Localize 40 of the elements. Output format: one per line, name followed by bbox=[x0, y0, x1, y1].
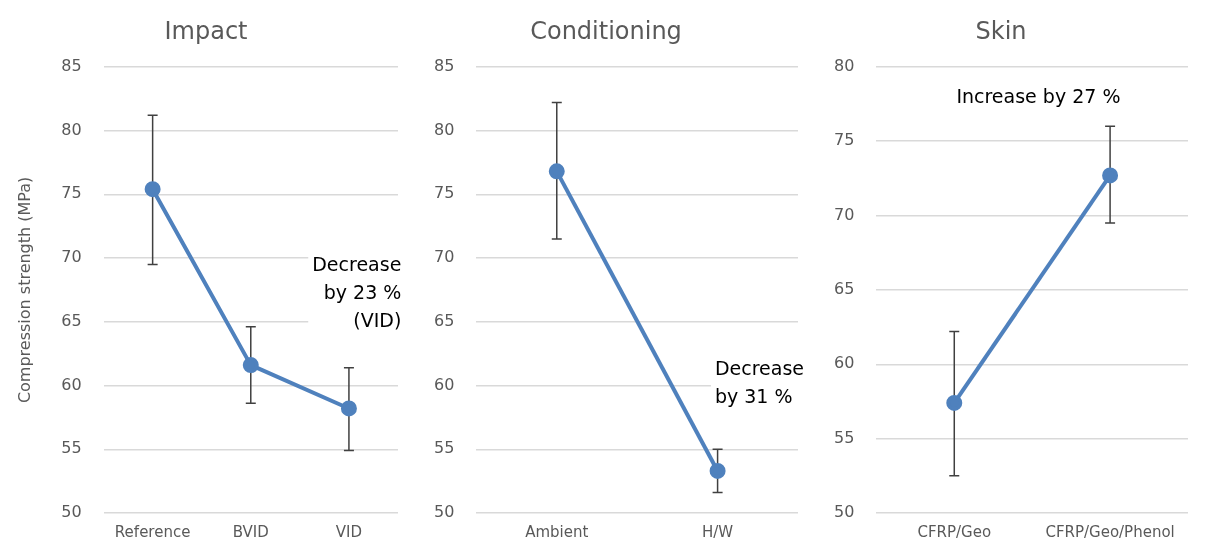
y-tick-label: 50 bbox=[434, 502, 455, 522]
y-tick-label: 50 bbox=[834, 502, 855, 522]
x-tick-label: CFRP/Geo bbox=[917, 522, 992, 541]
x-tick-label: CFRP/Geo/Phenol bbox=[1045, 522, 1175, 541]
x-tick-label: Reference bbox=[114, 522, 191, 541]
x-tick-label: VID bbox=[335, 522, 363, 541]
x-tick-label: BVID bbox=[232, 522, 269, 541]
y-tick-label: 70 bbox=[834, 204, 855, 224]
y-tick-label: 55 bbox=[434, 438, 455, 458]
y-tick-label: 65 bbox=[434, 310, 455, 330]
point bbox=[242, 357, 259, 374]
chart-title: Impact bbox=[164, 16, 248, 45]
y-tick-label: 70 bbox=[434, 247, 455, 267]
y-tick-label: 70 bbox=[61, 247, 82, 267]
annotation: Decrease by 31 % bbox=[714, 356, 805, 407]
x-tick-label: Ambient bbox=[525, 522, 589, 541]
y-tick-label: 80 bbox=[834, 55, 855, 75]
y-tick-label: 80 bbox=[61, 119, 82, 139]
y-tick-label: 60 bbox=[61, 374, 82, 394]
y-tick-label: 85 bbox=[61, 55, 82, 75]
y-tick-label: 65 bbox=[834, 279, 855, 299]
annotation: Increase by 27 % bbox=[956, 84, 1121, 107]
y-tick-label: 85 bbox=[434, 55, 455, 75]
chart-title: Skin bbox=[975, 16, 1027, 45]
annotation: Decrease by 23 % (VID) bbox=[312, 253, 402, 332]
point bbox=[144, 181, 161, 198]
y-tick-label: 65 bbox=[61, 310, 82, 330]
y-axis-title: Compression strength (MPa) bbox=[14, 176, 34, 404]
y-tick-label: 75 bbox=[61, 183, 82, 203]
y-tick-label: 60 bbox=[434, 374, 455, 394]
y-tick-label: 60 bbox=[834, 353, 855, 373]
y-tick-label: 50 bbox=[61, 502, 82, 522]
x-tick-label: H/W bbox=[702, 522, 734, 541]
y-tick-label: 55 bbox=[61, 438, 82, 458]
y-tick-label: 55 bbox=[834, 427, 855, 447]
chart-title: Conditioning bbox=[530, 16, 682, 45]
y-tick-label: 75 bbox=[834, 130, 855, 150]
y-tick-label: 80 bbox=[434, 119, 455, 139]
y-tick-label: 75 bbox=[434, 183, 455, 203]
point bbox=[340, 400, 357, 417]
